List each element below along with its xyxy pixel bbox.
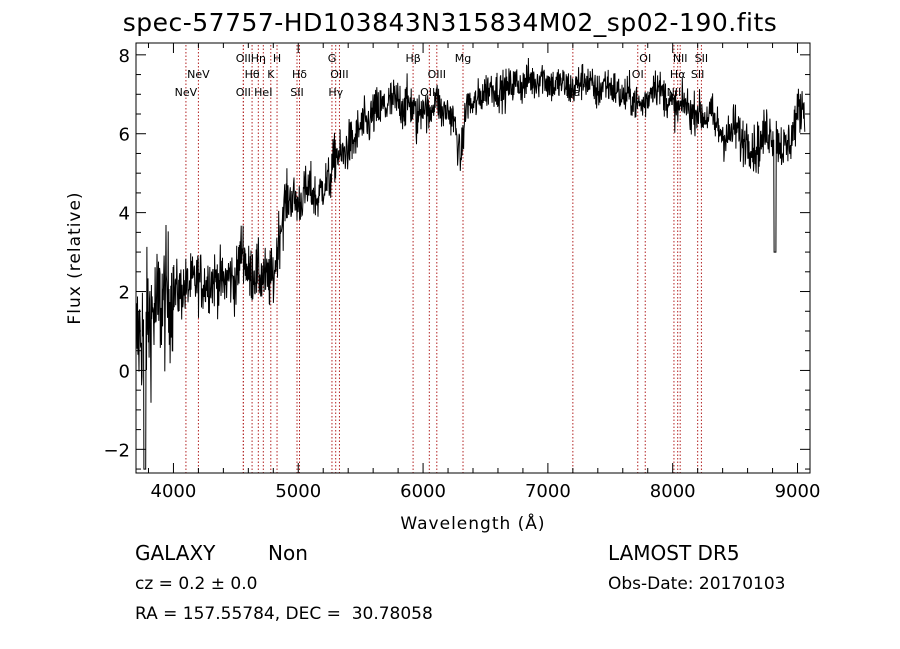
redshift-cz: cz = 0.2 ± 0.0: [135, 574, 258, 594]
line-label: OIII: [330, 68, 348, 81]
line-label: Hα: [670, 68, 686, 81]
object-subclass: Non: [268, 541, 308, 565]
line-label: Hθ: [245, 68, 260, 81]
line-label: SII: [691, 68, 704, 81]
y-tick-label: 2: [119, 283, 130, 304]
axis-ticks: 4000 5000 6000 7000 8000 9000 −2 0 2 4 6 8: [103, 43, 820, 502]
line-label: H: [273, 52, 281, 65]
line-label: K: [267, 68, 275, 81]
line-label: Na: [565, 86, 580, 99]
y-tick-label: 0: [119, 361, 130, 382]
line-label: OI: [632, 68, 644, 81]
line-label: Hβ: [405, 52, 420, 65]
line-label: Hδ: [292, 68, 307, 81]
line-label: Hγ: [328, 86, 343, 99]
y-tick-label: 6: [119, 125, 130, 146]
observation-date: Obs-Date: 20170103: [608, 574, 786, 594]
line-label: OIII: [428, 68, 446, 81]
line-label: Hη: [251, 52, 266, 65]
line-label: NII: [673, 52, 688, 65]
line-label: OII: [236, 52, 251, 65]
line-label: OI: [639, 52, 651, 65]
line-label: OIII: [420, 86, 438, 99]
spectrum-series: [135, 57, 806, 470]
line-label: NeV: [175, 86, 198, 99]
line-labels: NeV NeV OII OII Hθ Hη HeI KH SII Hδ G Hγ OIII Hβ OIII O…: [175, 52, 708, 99]
spectrum-line: [135, 57, 806, 470]
line-label: SII: [695, 52, 708, 65]
line-label: OII: [236, 86, 251, 99]
x-tick-label: 5000: [275, 481, 321, 502]
y-tick-label: 8: [119, 46, 130, 67]
survey-name: LAMOST DR5: [608, 541, 740, 565]
object-class: GALAXY: [135, 541, 216, 565]
line-label: HeI: [254, 86, 272, 99]
y-tick-label: 4: [119, 204, 130, 225]
line-label: NeV: [187, 68, 210, 81]
chart-title: spec-57757-HD103843N315834M02_sp02-190.f…: [122, 8, 778, 37]
x-tick-label: 8000: [650, 481, 696, 502]
y-tick-label: −2: [103, 440, 130, 461]
x-axis-label: Wavelength (Å): [400, 512, 545, 534]
line-label: Mg: [455, 52, 471, 65]
y-axis-label: Flux (relative): [65, 191, 85, 324]
line-label: SII: [290, 86, 303, 99]
x-tick-label: 6000: [400, 481, 446, 502]
line-label: NII: [667, 86, 682, 99]
line-label: G: [328, 52, 337, 65]
x-tick-label: 7000: [525, 481, 571, 502]
x-tick-label: 4000: [151, 481, 197, 502]
x-tick-label: 9000: [775, 481, 821, 502]
ra-dec-coords: RA = 157.55784, DEC = 30.78058: [135, 604, 433, 624]
